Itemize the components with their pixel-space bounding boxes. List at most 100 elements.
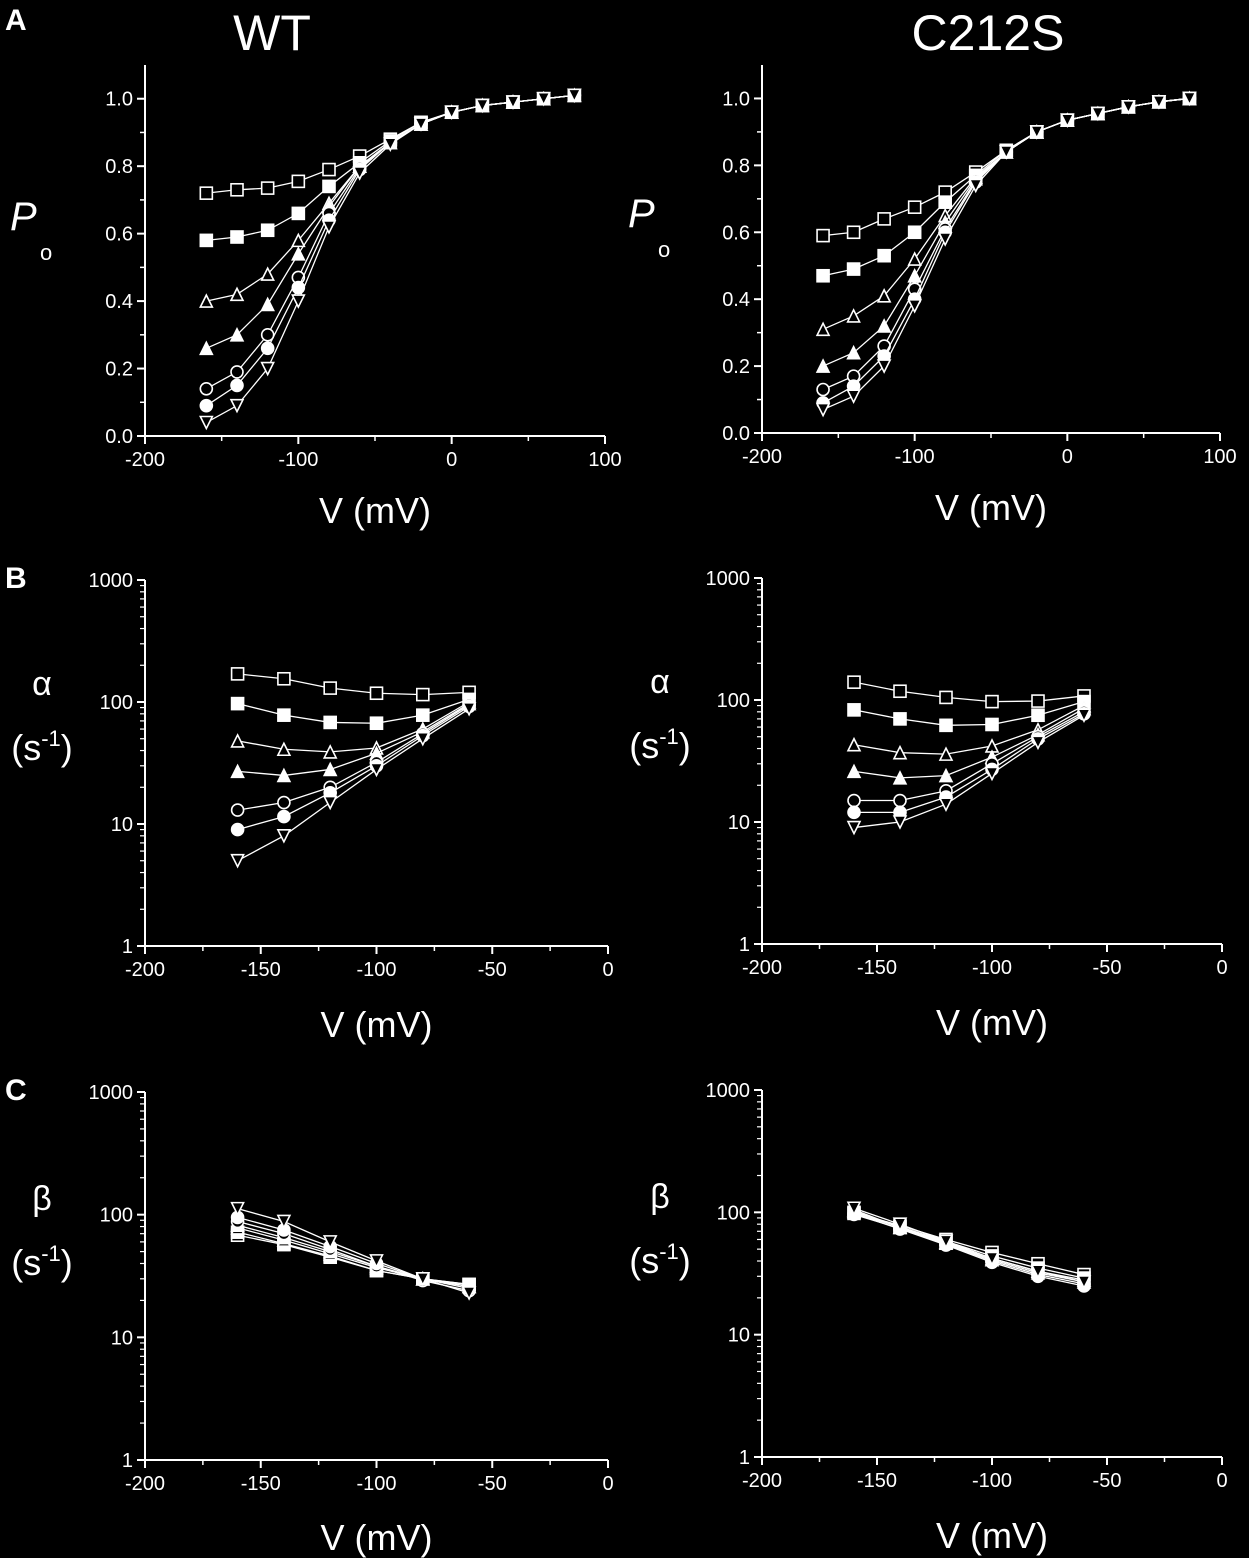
data-point bbox=[939, 718, 953, 733]
y-axis-unit-close: ) bbox=[61, 727, 73, 768]
series-line bbox=[853, 1207, 1085, 1283]
y-axis-unit-main: (s bbox=[11, 727, 41, 768]
y-tick-label: 1000 bbox=[706, 568, 751, 590]
data-point bbox=[230, 378, 244, 393]
data-point bbox=[230, 667, 245, 681]
data-point bbox=[230, 803, 245, 817]
data-point bbox=[907, 251, 922, 266]
x-axis-title: V (mV) bbox=[319, 490, 431, 531]
series-line bbox=[237, 698, 470, 724]
data-point bbox=[260, 181, 275, 195]
y-tick-label: 0.4 bbox=[105, 291, 133, 313]
y-axis-unit-main: (s bbox=[629, 1240, 659, 1281]
series-line bbox=[237, 705, 470, 831]
series-line bbox=[237, 673, 470, 696]
x-tick-label: 0 bbox=[602, 959, 613, 981]
data-point bbox=[199, 381, 214, 396]
y-tick-label: 0.4 bbox=[722, 289, 750, 311]
series-line bbox=[237, 1208, 470, 1294]
series-line bbox=[853, 705, 1085, 755]
data-point bbox=[907, 267, 922, 283]
y-axis-title: P bbox=[10, 195, 37, 239]
data-point bbox=[383, 137, 398, 153]
y-tick-label: 0.2 bbox=[105, 359, 133, 381]
data-point bbox=[938, 767, 954, 783]
data-point bbox=[876, 359, 892, 374]
x-tick-label: -50 bbox=[1093, 1470, 1122, 1492]
x-tick-label: -100 bbox=[972, 957, 1012, 979]
data-point bbox=[1076, 708, 1092, 724]
series-open-inv-triangle bbox=[846, 708, 1092, 836]
series-line bbox=[853, 714, 1085, 829]
y-axis-unit-superscript: -1 bbox=[41, 1241, 61, 1266]
x-tick-label: 0 bbox=[602, 1473, 613, 1495]
data-point bbox=[230, 822, 245, 837]
series-open-square bbox=[847, 675, 1091, 709]
data-point bbox=[229, 327, 245, 342]
data-point bbox=[938, 1234, 954, 1250]
data-point bbox=[907, 200, 922, 214]
data-point bbox=[846, 763, 862, 779]
y-tick-label: 0.0 bbox=[722, 423, 750, 445]
x-tick-label: -100 bbox=[895, 446, 935, 468]
data-point bbox=[322, 162, 336, 177]
data-point bbox=[199, 398, 214, 413]
data-point bbox=[276, 767, 292, 783]
data-point bbox=[536, 91, 551, 107]
data-point bbox=[816, 268, 830, 283]
data-point bbox=[505, 95, 521, 110]
data-point bbox=[230, 365, 244, 379]
x-axis-title: V (mV) bbox=[935, 487, 1047, 528]
data-point bbox=[1121, 100, 1136, 115]
data-point bbox=[877, 248, 891, 263]
series-open-inv-triangle bbox=[230, 701, 477, 869]
series-open-inv-triangle bbox=[815, 91, 1197, 418]
series-open-square bbox=[230, 667, 476, 702]
y-axis-unit-superscript: -1 bbox=[659, 1239, 679, 1264]
series-line bbox=[237, 1216, 470, 1290]
chart-b-wt: -200 -150 -100 -50 0 1 10 100 1000 V (mV) α (s-1) bbox=[11, 570, 613, 1045]
data-point bbox=[892, 815, 908, 830]
data-point bbox=[938, 195, 953, 209]
data-point bbox=[322, 744, 338, 759]
data-point bbox=[230, 230, 244, 244]
data-point bbox=[199, 340, 214, 356]
series-line bbox=[854, 713, 1085, 813]
series-line bbox=[237, 708, 470, 862]
y-axis-unit-main: (s bbox=[11, 1242, 41, 1283]
y-axis-title-subscript: o bbox=[40, 240, 52, 265]
data-point bbox=[369, 686, 384, 701]
data-point bbox=[939, 690, 953, 705]
y-tick-label: 1 bbox=[739, 1447, 750, 1469]
series-line bbox=[853, 1212, 1085, 1287]
y-tick-label: 100 bbox=[100, 692, 133, 714]
x-tick-label: -200 bbox=[125, 1473, 165, 1495]
x-tick-label: -150 bbox=[241, 959, 281, 981]
data-point bbox=[322, 795, 338, 811]
data-point bbox=[1030, 735, 1046, 751]
series-open-inv-triangle bbox=[846, 1201, 1092, 1290]
data-point bbox=[461, 1286, 477, 1301]
data-point bbox=[877, 212, 891, 226]
y-tick-label: 1 bbox=[739, 934, 750, 956]
series-line bbox=[237, 1220, 470, 1292]
x-tick-label: 0 bbox=[446, 449, 457, 471]
column-title-c212s: C212S bbox=[912, 5, 1065, 61]
data-point bbox=[846, 225, 861, 240]
chart-a-wt: -200 -100 0 100 0.0 0.2 0.4 0.6 0.8 1.0 V (mV) Po bbox=[10, 65, 622, 531]
data-point bbox=[352, 166, 367, 181]
x-axis-title: V (mV) bbox=[936, 1515, 1048, 1556]
x-tick-label: 0 bbox=[1216, 1470, 1227, 1492]
y-axis-unit-close: ) bbox=[61, 1242, 73, 1283]
data-point bbox=[907, 225, 922, 240]
y-axis-title: P bbox=[628, 192, 655, 236]
x-tick-label: -150 bbox=[241, 1473, 281, 1495]
x-tick-label: -200 bbox=[742, 446, 782, 468]
data-point bbox=[322, 1235, 338, 1250]
data-point bbox=[199, 293, 214, 308]
data-point bbox=[291, 174, 306, 189]
y-axis-title-unit: (s-1) bbox=[11, 726, 73, 768]
data-point bbox=[1030, 1264, 1046, 1280]
x-tick-label: -200 bbox=[125, 959, 165, 981]
